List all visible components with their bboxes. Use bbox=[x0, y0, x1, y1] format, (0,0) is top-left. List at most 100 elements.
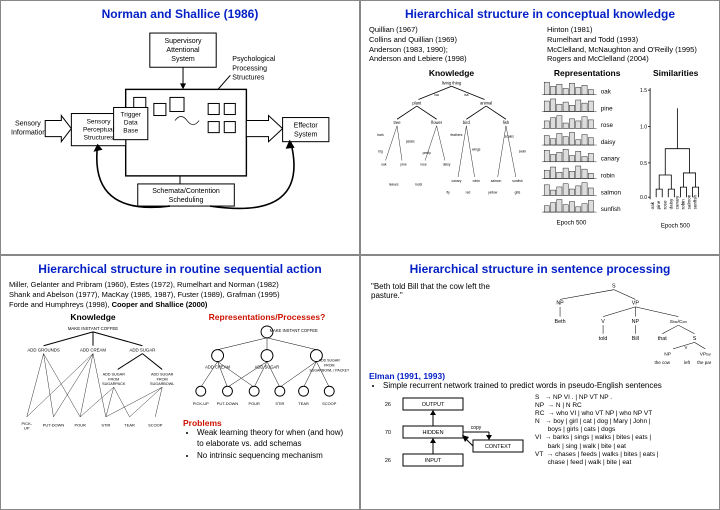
ref: Collins and Quillian (1969) bbox=[369, 35, 533, 45]
svg-text:sunfish: sunfish bbox=[512, 179, 523, 183]
svg-text:pretty: pretty bbox=[423, 151, 432, 155]
problem-item: Weak learning theory for when (and how) … bbox=[197, 428, 351, 450]
ref: Hinton (1981) bbox=[547, 25, 711, 35]
svg-text:ADD GROUNDS: ADD GROUNDS bbox=[27, 348, 60, 353]
svg-text:Perceptual: Perceptual bbox=[83, 127, 115, 134]
subheader-knowledge: Knowledge bbox=[9, 312, 177, 322]
ref: McClelland, McNaughton and O'Reilly (199… bbox=[547, 45, 711, 55]
svg-text:salmon: salmon bbox=[601, 189, 622, 196]
svg-text:Epoch 500: Epoch 500 bbox=[661, 224, 691, 230]
svg-text:V: V bbox=[602, 319, 606, 325]
svg-text:Schemata/Contention: Schemata/Contention bbox=[152, 188, 220, 195]
svg-text:ADD SUGAR: ADD SUGAR bbox=[130, 348, 156, 353]
svg-text:1.0: 1.0 bbox=[640, 125, 647, 131]
elman-desc: Simple recurrent network trained to pred… bbox=[369, 381, 711, 392]
panel-conceptual-knowledge: Hierarchical structure in conceptual kno… bbox=[360, 0, 720, 255]
svg-text:ADD CREAM: ADD CREAM bbox=[80, 348, 106, 353]
svg-text:tree: tree bbox=[394, 120, 402, 125]
subheader-reps: Representations/Processes? bbox=[183, 312, 351, 322]
svg-text:ADD SUGAR: ADD SUGAR bbox=[151, 373, 174, 377]
svg-text:isa: isa bbox=[435, 93, 439, 97]
svg-text:System: System bbox=[294, 132, 318, 139]
svg-text:Scheduling: Scheduling bbox=[169, 197, 204, 204]
ref: Anderson and Lebiere (1998) bbox=[369, 54, 533, 64]
svg-text:1.5: 1.5 bbox=[640, 88, 647, 94]
svg-text:TEAR: TEAR bbox=[298, 401, 309, 406]
svg-text:Psychological: Psychological bbox=[232, 56, 275, 63]
parse-tree: S NPVP Beth VNPSbar/Com told Bill thatS … bbox=[517, 280, 711, 366]
svg-text:Processing: Processing bbox=[232, 65, 267, 72]
panel-title: Hierarchical structure in sentence proce… bbox=[369, 262, 711, 276]
svg-text:V: V bbox=[685, 345, 688, 350]
svg-text:MAKE INSTANT COFFEE: MAKE INSTANT COFFEE bbox=[270, 328, 318, 333]
srn-diagram: OUTPUT26 HIDDEN70 INPUT26 CONTEXT copy bbox=[369, 394, 529, 474]
svg-text:0.0: 0.0 bbox=[640, 195, 647, 201]
reference-list: Quillian (1967) Collins and Quillian (19… bbox=[369, 25, 711, 64]
svg-text:flower: flower bbox=[431, 120, 443, 125]
svg-text:PUT-DOWN: PUT-DOWN bbox=[217, 401, 239, 406]
svg-text:26: 26 bbox=[385, 458, 391, 464]
svg-text:SCOOP: SCOOP bbox=[148, 423, 163, 428]
subheader-sim: Similarities bbox=[640, 68, 711, 78]
svg-text:SCOOP: SCOOP bbox=[322, 401, 337, 406]
svg-text:VPbar: VPbar bbox=[700, 351, 711, 357]
svg-text:S: S bbox=[612, 284, 616, 290]
task-network: MAKE INSTANT COFFEE ADD CREAMADD SUGAR A… bbox=[183, 322, 351, 411]
concept-tree: living thing plantanimal isaisa treeflow… bbox=[369, 78, 534, 202]
svg-text:swim: swim bbox=[519, 149, 527, 153]
svg-text:FROM: FROM bbox=[108, 378, 119, 382]
task-hierarchy: MAKE INSTANT COFFEE ADD GROUNDSADD CREAM… bbox=[9, 322, 177, 441]
svg-text:sunfish: sunfish bbox=[693, 194, 698, 209]
panel-title: Hierarchical structure in conceptual kno… bbox=[369, 7, 711, 21]
svg-text:that: that bbox=[658, 336, 667, 342]
ref: Rumelhart and Todd (1993) bbox=[547, 35, 711, 45]
problem-item: No intrinsic sequencing mechanism bbox=[197, 451, 351, 462]
svg-text:plant: plant bbox=[412, 100, 422, 105]
svg-text:POUR: POUR bbox=[74, 423, 86, 428]
svg-text:animal: animal bbox=[480, 100, 492, 105]
svg-text:oak: oak bbox=[650, 201, 655, 209]
svg-text:Structures: Structures bbox=[84, 135, 114, 142]
svg-text:Information: Information bbox=[11, 130, 46, 137]
svg-text:ADD SUGAR: ADD SUGAR bbox=[103, 373, 126, 377]
svg-text:FROM: FROM bbox=[324, 364, 334, 368]
svg-text:INPUT: INPUT bbox=[425, 458, 442, 464]
svg-text:HIDDEN: HIDDEN bbox=[422, 430, 443, 436]
svg-text:fly: fly bbox=[447, 191, 451, 195]
svg-text:sunfish: sunfish bbox=[601, 206, 621, 213]
ref: Forde and Humphreys (1998), Cooper and S… bbox=[9, 300, 351, 310]
svg-text:Attentional: Attentional bbox=[166, 47, 200, 54]
elman-ref: Elman (1991, 1993) bbox=[369, 371, 711, 381]
ref: Miller, Gelanter and Pribram (1960), Est… bbox=[9, 280, 351, 290]
svg-text:scales: scales bbox=[505, 134, 515, 138]
svg-text:STIR: STIR bbox=[101, 423, 110, 428]
svg-text:NP: NP bbox=[632, 319, 640, 325]
svg-text:NP: NP bbox=[557, 301, 565, 307]
svg-text:bird: bird bbox=[463, 120, 471, 125]
svg-text:Beth: Beth bbox=[555, 319, 566, 325]
representations-barchart: oak pine rose daisy canary robin salmon … bbox=[540, 78, 634, 235]
ref: Anderson (1983, 1990); bbox=[369, 45, 533, 55]
svg-text:pine: pine bbox=[401, 162, 407, 166]
svg-text:STIR: STIR bbox=[275, 401, 284, 406]
svg-text:CONTEXT: CONTEXT bbox=[485, 444, 512, 450]
svg-text:told: told bbox=[599, 336, 608, 342]
panel-norman-shallice: Norman and Shallice (1986) Supervisory A… bbox=[0, 0, 360, 255]
reference-list: Miller, Gelanter and Pribram (1960), Est… bbox=[9, 280, 351, 309]
svg-text:red: red bbox=[466, 191, 471, 195]
svg-text:canary: canary bbox=[675, 195, 680, 209]
svg-text:yellow: yellow bbox=[488, 191, 498, 195]
grammar-rules: S → NP VI . | NP VT NP . NP → N | N RC R… bbox=[535, 394, 711, 467]
subheader-reps: Representations bbox=[540, 68, 634, 78]
svg-text:26: 26 bbox=[385, 402, 391, 408]
svg-text:salmon: salmon bbox=[687, 194, 692, 209]
svg-text:PICK-UP: PICK-UP bbox=[193, 401, 209, 406]
bar-row: oak bbox=[542, 82, 612, 96]
problems-list: Weak learning theory for when (and how) … bbox=[183, 428, 351, 461]
svg-text:fish: fish bbox=[503, 120, 510, 125]
svg-text:ADD SUGAR: ADD SUGAR bbox=[319, 359, 341, 363]
svg-text:robin: robin bbox=[681, 199, 686, 210]
svg-text:pine: pine bbox=[601, 105, 613, 112]
svg-text:0.5: 0.5 bbox=[640, 161, 647, 167]
svg-text:canary: canary bbox=[451, 179, 461, 183]
